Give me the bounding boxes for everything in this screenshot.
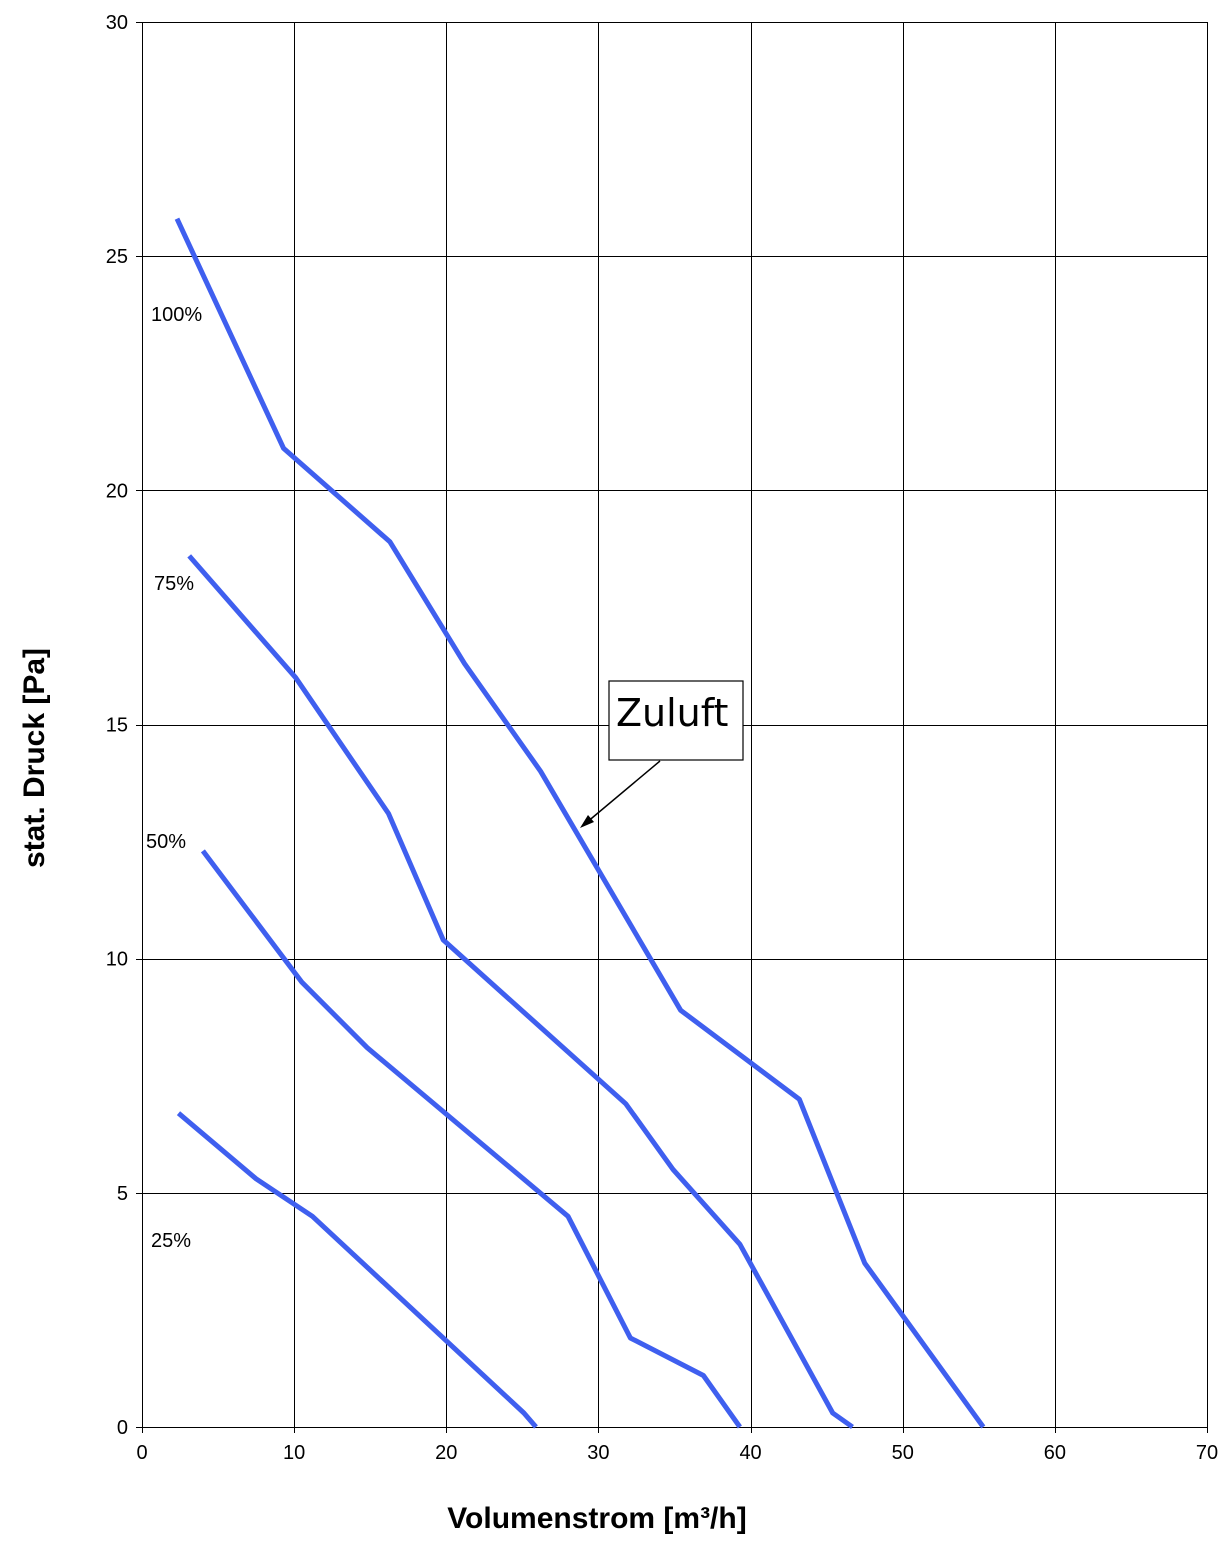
x-tick-label: 20 bbox=[435, 1442, 457, 1464]
callout-box bbox=[608, 680, 744, 761]
y-axis-title: stat. Druck [Pa] bbox=[18, 648, 51, 868]
series-label-75: 75% bbox=[154, 573, 194, 595]
x-axis-ticks: 0 10 20 30 40 50 60 70 bbox=[136, 1427, 1218, 1464]
y-tick-label: 20 bbox=[106, 480, 128, 502]
y-tick-label: 0 bbox=[117, 1417, 128, 1439]
x-tick-label: 0 bbox=[136, 1442, 147, 1464]
series-line-50 bbox=[200, 849, 742, 1429]
series-line-100 bbox=[174, 217, 986, 1429]
series-labels: 100% 75% 50% 25% bbox=[146, 304, 202, 1252]
y-tick-label: 25 bbox=[106, 246, 128, 268]
x-tick-label: 50 bbox=[892, 1442, 914, 1464]
y-tick-label: 15 bbox=[106, 715, 128, 737]
x-tick-label: 10 bbox=[283, 1442, 305, 1464]
series-label-25: 25% bbox=[151, 1230, 191, 1252]
series-lines bbox=[174, 217, 986, 1430]
x-tick-label: 70 bbox=[1196, 1442, 1218, 1464]
series-label-50: 50% bbox=[146, 831, 186, 853]
series-line-75 bbox=[187, 554, 854, 1430]
y-tick-label: 10 bbox=[106, 949, 128, 971]
axes bbox=[141, 22, 1207, 1429]
x-tick-label: 40 bbox=[739, 1442, 761, 1464]
y-axis-ticks: 0 5 10 15 20 25 30 bbox=[106, 12, 142, 1439]
callout-arrow-line bbox=[585, 760, 661, 824]
zuluft-callout: Zuluft bbox=[580, 680, 744, 828]
series-label-100: 100% bbox=[151, 304, 202, 326]
x-tick-label: 30 bbox=[587, 1442, 609, 1464]
x-axis-title: Volumenstrom [m³/h] bbox=[447, 1502, 746, 1535]
series-line-25 bbox=[176, 1111, 538, 1429]
callout-arrowhead bbox=[580, 815, 594, 828]
callout-text: Zuluft bbox=[616, 691, 728, 735]
x-tick-label: 60 bbox=[1044, 1442, 1066, 1464]
grid bbox=[142, 22, 1208, 1427]
y-tick-label: 30 bbox=[106, 12, 128, 34]
y-tick-label: 5 bbox=[117, 1183, 128, 1205]
